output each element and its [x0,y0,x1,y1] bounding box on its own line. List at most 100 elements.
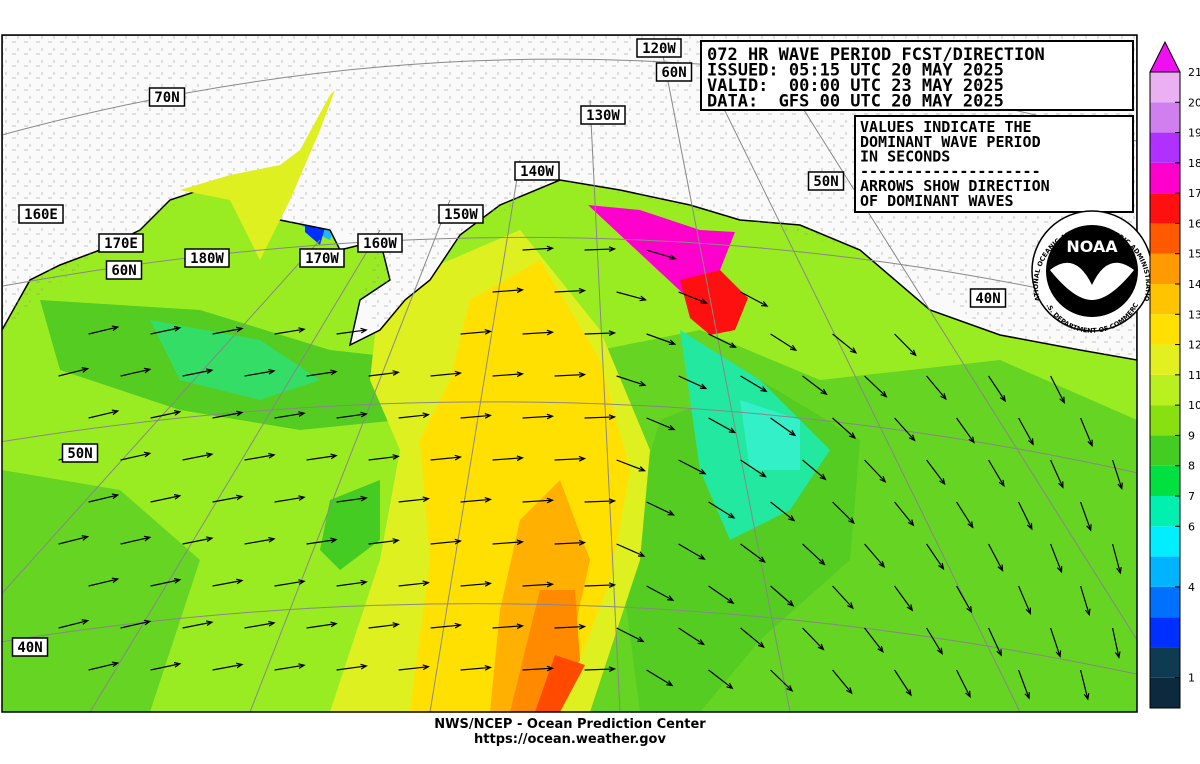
grid-label: 120W [642,41,676,57]
wave-arrow [956,417,975,444]
wave-arrow [522,413,555,420]
wave-arrow [244,452,276,461]
colorbar-band [1150,647,1180,678]
grid-label-box [438,204,484,224]
lon-line [759,39,1137,641]
wave-arrow [522,497,555,504]
wave-arrow [212,662,244,671]
wave-arrow [244,536,276,545]
colorbar-label: 19 [1188,127,1200,140]
wave-arrow [398,412,430,419]
wave-arrow [274,663,306,671]
wave-arrow [832,333,858,354]
wave-arrow [864,459,887,483]
wave-arrow [554,455,587,462]
footer-line: NWS/NCEP - Ocean Prediction Center [434,717,706,732]
header: 072 HR WAVE PERIOD FCST/DIRECTIONISSUED:… [707,45,1045,112]
colorbar-label: 4 [1188,581,1195,594]
land-grid [2,35,1137,360]
wave-arrow [88,577,120,587]
wave-arrow [212,578,244,587]
wave-arrow [616,291,648,302]
wave-arrow [274,411,306,419]
wave-arrow [740,459,767,478]
wave-arrow [926,459,946,486]
wave-arrow [1018,585,1032,615]
colorbar-label: 11 [1188,369,1200,382]
wave-arrow [1111,459,1123,491]
note-line: ARROWS SHOW DIRECTION [860,177,1050,195]
wave-arrow [306,621,338,629]
note-line: DOMINANT WAVE PERIOD [860,133,1041,151]
header-line: 072 HR WAVE PERIOD FCST/DIRECTION [707,45,1045,65]
colorbar-label: 15 [1188,248,1200,261]
grid-label: 170E [104,236,138,252]
field-8s [320,480,380,570]
colorbar-label: 18 [1188,157,1200,170]
wave-arrow [336,495,368,503]
wave-arrow [554,371,587,378]
wave-arrow [274,495,306,503]
grid-label: 70N [154,90,179,106]
colorbar-band [1150,314,1180,345]
wave-arrow [88,493,120,503]
colorbar-band [1150,556,1180,587]
wave-arrow [398,580,430,587]
colorbar-band [1150,677,1180,708]
wave-arrow [770,585,795,607]
colorbar-label: 6 [1188,520,1195,533]
wave-arrow [554,287,587,294]
colorbar: 21 20 19 18 17 16 15 14 13 12 11 10 9 8 7 6 4 1 [1149,40,1200,709]
wave-arrow [182,368,214,377]
grid-label-box [655,62,693,82]
wave-arrow [120,367,152,377]
wave-arrow [150,326,182,335]
colorbar-label: 21 [1188,66,1200,79]
wave-arrow [1018,669,1030,700]
grid-label-box [18,204,64,224]
wave-arrow [770,333,798,351]
wave-arrow [522,665,555,672]
wave-arrow [956,501,974,529]
wave-arrow [740,543,766,563]
grid-label-box [969,288,1007,308]
wave-arrow [616,459,647,472]
wave-arrow [398,664,430,671]
colorbar-band [1150,284,1180,315]
wave-arrow [150,662,182,671]
grid-label-box [98,233,144,253]
grid-label-box [514,161,560,181]
grid-label: 50N [813,174,838,190]
colorbar-band [1150,72,1180,103]
colorbar-over [1149,40,1181,73]
field-5s [740,400,800,470]
wave-arrow [832,669,853,695]
wave-arrow [770,669,794,692]
wave-arrow [988,543,1004,572]
colorbar-band [1150,526,1180,557]
wave-arrow [864,543,886,568]
grid-label: 40N [17,640,42,656]
wave-arrow [492,623,525,630]
logo-disc [1046,225,1138,317]
grid-label-box [807,171,845,191]
wave-arrow [554,623,587,630]
grid-label-box [357,233,403,253]
wave-arrow [522,245,555,252]
wave-arrow [554,539,587,546]
wave-arrow [182,536,214,545]
wave-arrow [770,501,796,522]
wave-arrow [492,539,525,546]
grid-label: 160W [363,236,397,252]
grid-label: 170W [305,251,339,267]
wave-arrow [1079,585,1091,617]
grid-label-box [299,248,345,268]
grid-label-box [105,260,143,280]
field-6s [150,320,320,400]
wave-arrow [678,627,705,646]
wave-arrow [988,627,1002,657]
colorbar-band [1150,193,1180,224]
wave-arrow [616,543,646,557]
wave-arrow [182,452,214,461]
